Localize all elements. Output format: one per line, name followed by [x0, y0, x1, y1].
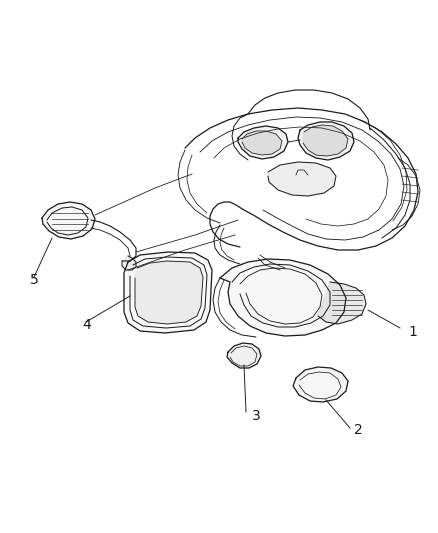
Polygon shape [242, 131, 282, 155]
Text: 5: 5 [30, 273, 39, 287]
Polygon shape [293, 367, 348, 402]
Polygon shape [298, 122, 354, 160]
Text: 4: 4 [82, 318, 91, 332]
Polygon shape [124, 252, 212, 333]
Text: 2: 2 [354, 423, 363, 437]
Polygon shape [318, 282, 366, 324]
Polygon shape [122, 256, 136, 270]
Text: 3: 3 [252, 409, 261, 423]
Polygon shape [268, 162, 336, 196]
Polygon shape [220, 259, 346, 336]
Polygon shape [238, 126, 288, 159]
Polygon shape [135, 261, 203, 324]
Polygon shape [42, 202, 95, 239]
Text: 1: 1 [408, 325, 417, 339]
Polygon shape [303, 125, 348, 156]
Polygon shape [227, 343, 261, 368]
